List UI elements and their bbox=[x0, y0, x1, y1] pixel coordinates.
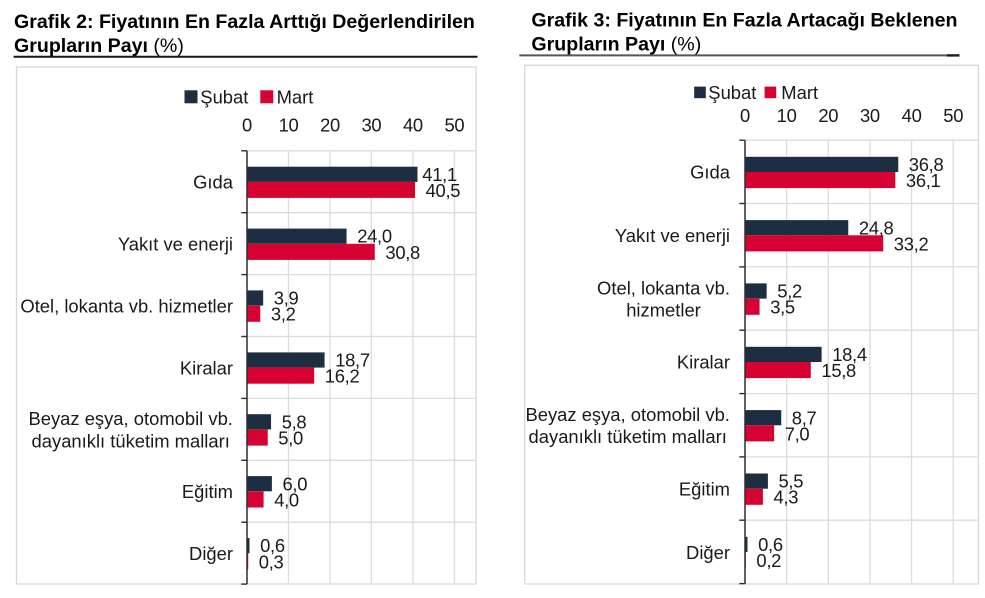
svg-text:20: 20 bbox=[320, 115, 340, 136]
svg-text:dayanıklı tüketim malları: dayanıklı tüketim malları bbox=[529, 426, 727, 447]
svg-text:Eğitim: Eğitim bbox=[182, 481, 233, 502]
svg-text:Beyaz eşya, otomobil vb.: Beyaz eşya, otomobil vb. bbox=[28, 408, 232, 429]
svg-text:Mart: Mart bbox=[277, 86, 314, 107]
svg-text:0: 0 bbox=[242, 115, 252, 136]
svg-text:dayanıklı tüketim malları: dayanıklı tüketim malları bbox=[32, 430, 230, 451]
svg-text:Şubat: Şubat bbox=[200, 86, 248, 107]
svg-text:Yakıt ve enerji: Yakıt ve enerji bbox=[615, 225, 730, 246]
svg-text:15,8: 15,8 bbox=[821, 360, 856, 381]
svg-text:Gıda: Gıda bbox=[690, 162, 731, 183]
svg-text:Şubat: Şubat bbox=[708, 82, 756, 103]
svg-text:10: 10 bbox=[777, 105, 797, 126]
svg-text:0,3: 0,3 bbox=[259, 551, 284, 572]
svg-text:8,7: 8,7 bbox=[792, 407, 817, 428]
svg-text:Otel, lokanta vb. hizmetler: Otel, lokanta vb. hizmetler bbox=[20, 295, 233, 316]
svg-text:0: 0 bbox=[740, 105, 750, 126]
svg-text:5,5: 5,5 bbox=[779, 471, 804, 492]
svg-text:24,8: 24,8 bbox=[859, 217, 894, 238]
svg-text:40,5: 40,5 bbox=[426, 180, 461, 201]
svg-text:5,0: 5,0 bbox=[278, 428, 303, 449]
svg-text:3,5: 3,5 bbox=[770, 297, 795, 318]
svg-text:40: 40 bbox=[902, 105, 922, 126]
svg-text:hizmetler: hizmetler bbox=[626, 300, 701, 321]
svg-text:0,2: 0,2 bbox=[756, 550, 781, 571]
svg-text:41,1: 41,1 bbox=[422, 164, 457, 185]
svg-text:3,9: 3,9 bbox=[274, 288, 299, 309]
svg-text:18,4: 18,4 bbox=[832, 344, 867, 365]
svg-text:24,0: 24,0 bbox=[357, 226, 392, 247]
svg-text:4,0: 4,0 bbox=[274, 489, 299, 510]
svg-text:Kiralar: Kiralar bbox=[180, 357, 233, 378]
svg-text:7,0: 7,0 bbox=[785, 423, 810, 444]
svg-text:30: 30 bbox=[361, 115, 381, 136]
svg-text:Otel, lokanta vb.: Otel, lokanta vb. bbox=[597, 277, 730, 298]
svg-text:36,1: 36,1 bbox=[906, 170, 941, 191]
svg-text:30: 30 bbox=[860, 105, 880, 126]
svg-text:16,2: 16,2 bbox=[325, 366, 360, 387]
svg-text:40: 40 bbox=[403, 115, 423, 136]
svg-text:Yakıt ve enerji: Yakıt ve enerji bbox=[118, 234, 233, 255]
svg-text:Grafik 2: Fiyatının En Fazla A: Grafik 2: Fiyatının En Fazla Arttığı Değ… bbox=[14, 11, 475, 33]
svg-text:Gıda: Gıda bbox=[193, 172, 234, 193]
svg-text:Grupların Payı (%): Grupların Payı (%) bbox=[531, 34, 701, 56]
svg-text:20: 20 bbox=[818, 105, 838, 126]
svg-text:5,8: 5,8 bbox=[282, 411, 307, 432]
svg-text:50: 50 bbox=[943, 105, 963, 126]
svg-text:3,2: 3,2 bbox=[271, 304, 296, 325]
svg-text:0,6: 0,6 bbox=[758, 534, 783, 555]
svg-text:4,3: 4,3 bbox=[774, 487, 799, 508]
svg-text:Diğer: Diğer bbox=[189, 543, 233, 564]
svg-text:18,7: 18,7 bbox=[335, 350, 370, 371]
svg-text:36,8: 36,8 bbox=[909, 154, 944, 175]
svg-text:Grafik 3: Fiyatının En Fazla A: Grafik 3: Fiyatının En Fazla Artacağı Be… bbox=[531, 10, 957, 32]
svg-text:50: 50 bbox=[444, 115, 464, 136]
svg-text:10: 10 bbox=[279, 115, 299, 136]
svg-text:0,6: 0,6 bbox=[260, 535, 285, 556]
svg-text:Mart: Mart bbox=[781, 82, 818, 103]
svg-text:Grupların Payı (%): Grupların Payı (%) bbox=[14, 35, 184, 57]
svg-text:Eğitim: Eğitim bbox=[679, 478, 730, 499]
svg-text:5,2: 5,2 bbox=[777, 281, 802, 302]
svg-text:Diğer: Diğer bbox=[686, 542, 730, 563]
svg-text:Kiralar: Kiralar bbox=[677, 352, 730, 373]
svg-text:30,8: 30,8 bbox=[385, 242, 420, 263]
svg-text:6,0: 6,0 bbox=[283, 473, 308, 494]
svg-text:Beyaz eşya, otomobil vb.: Beyaz eşya, otomobil vb. bbox=[525, 404, 729, 425]
svg-text:33,2: 33,2 bbox=[894, 233, 929, 254]
